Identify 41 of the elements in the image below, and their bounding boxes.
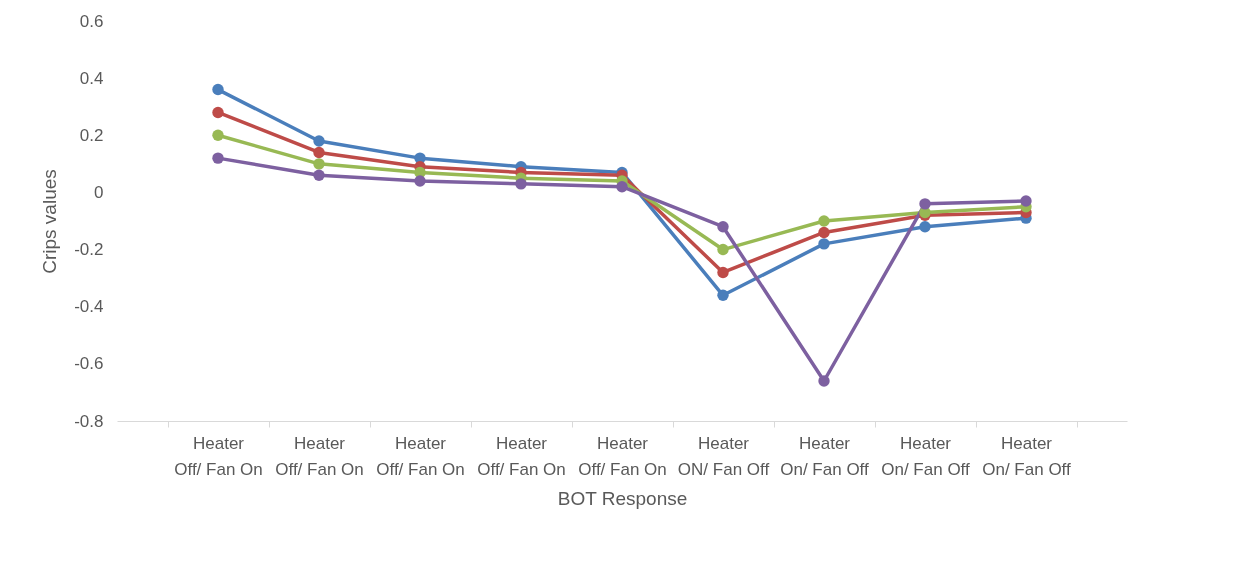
point xyxy=(919,198,931,210)
y-tick-label: -0.6 xyxy=(74,354,104,374)
x-tick-label: Heater Off/ Fan On xyxy=(477,433,566,479)
point xyxy=(717,289,729,301)
y-axis-title: Crips values xyxy=(39,169,61,274)
x-tick-label: Heater Off/ Fan On xyxy=(174,433,263,479)
point xyxy=(313,135,325,147)
x-tick-label: Heater On/ Fan Off xyxy=(881,433,971,479)
point xyxy=(818,226,830,239)
point xyxy=(212,152,224,164)
point xyxy=(313,169,325,181)
point xyxy=(919,221,931,233)
point xyxy=(212,129,224,141)
point xyxy=(313,146,325,159)
point xyxy=(414,175,426,187)
y-tick-label: -0.2 xyxy=(74,240,104,260)
point xyxy=(818,215,830,227)
y-tick-label: -0.4 xyxy=(74,297,104,317)
y-tick-label: 0 xyxy=(94,182,104,202)
x-axis-title: BOT Response xyxy=(557,487,688,509)
point xyxy=(717,221,729,233)
y-tick-label: 0.6 xyxy=(79,11,104,31)
point xyxy=(616,181,628,193)
y-tick-label: -0.8 xyxy=(74,411,104,431)
point xyxy=(818,238,830,250)
point xyxy=(818,375,830,387)
y-tick-label: 0.2 xyxy=(79,125,104,145)
x-tick-label: Heater On/ Fan Off xyxy=(780,433,870,479)
point xyxy=(313,158,325,170)
x-tick-label: Heater Off/ Fan On xyxy=(275,433,364,479)
point xyxy=(515,178,527,190)
point xyxy=(212,83,224,96)
point xyxy=(717,266,729,279)
point xyxy=(212,106,224,119)
y-tick-label: 0.4 xyxy=(79,68,104,88)
point xyxy=(1020,195,1032,207)
x-tick-label: Heater Off/ Fan On xyxy=(578,433,667,479)
x-tick-label: Heater Off/ Fan On xyxy=(376,433,465,479)
x-tick-label: Heater ON/ Fan Off xyxy=(677,433,770,479)
point xyxy=(717,243,729,256)
x-tick-label: Heater On/ Fan Off xyxy=(982,433,1072,479)
